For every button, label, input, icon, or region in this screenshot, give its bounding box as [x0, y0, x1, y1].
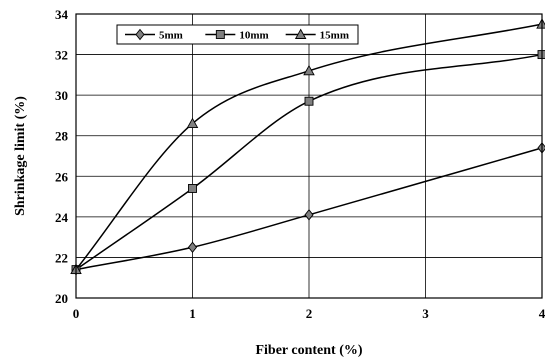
- y-tick-label: 32: [55, 48, 68, 63]
- y-axis-title: Shrinkage limit (%): [13, 96, 28, 216]
- data-point-15mm: [303, 64, 315, 76]
- legend-label-15mm: 15mm: [320, 30, 349, 42]
- x-axis-title: Fiber content (%): [255, 343, 362, 358]
- y-tick-label: 24: [55, 210, 69, 225]
- grid: [75, 13, 543, 299]
- legend-label-10mm: 10mm: [239, 30, 268, 42]
- legend-marker-10mm: [215, 30, 225, 39]
- y-tick-label: 22: [55, 250, 68, 265]
- plot-frame: [75, 13, 543, 299]
- series-15mm: [70, 18, 545, 275]
- legend-marker-5mm: [135, 28, 145, 41]
- x-tick-label: 3: [422, 306, 429, 321]
- y-tick-label: 28: [55, 129, 69, 144]
- y-tick-label: 26: [55, 169, 69, 184]
- x-tick-label: 1: [189, 306, 196, 321]
- y-tick-label: 20: [55, 291, 68, 306]
- series-5mm: [71, 142, 545, 276]
- data-point-15mm: [186, 117, 199, 128]
- y-tick-label: 30: [55, 88, 68, 103]
- series-group: [70, 18, 545, 276]
- data-point-15mm: [536, 18, 545, 29]
- legend-marker-15mm: [294, 28, 307, 39]
- data-point-10mm: [304, 96, 314, 106]
- data-point-5mm: [304, 209, 314, 221]
- legend-label-5mm: 5mm: [159, 30, 183, 42]
- x-tick-label: 2: [306, 306, 313, 321]
- x-tick-label: 4: [539, 306, 545, 321]
- y-tick-label: 34: [55, 7, 69, 22]
- data-point-10mm: [188, 184, 197, 193]
- series-line-15mm: [75, 23, 543, 271]
- series-line-10mm: [75, 53, 543, 271]
- legend-box: [116, 24, 359, 45]
- series-line-5mm: [75, 147, 543, 271]
- y-tick-labels: 20 22 24 26 28 30 32 34: [55, 7, 69, 306]
- x-tick-labels: 0 1 2 3 4: [73, 306, 545, 321]
- series-10mm: [71, 50, 545, 275]
- x-tick-label: 0: [73, 306, 80, 321]
- legend: 5mm 10mm 15mm: [116, 24, 359, 45]
- data-point-5mm: [187, 241, 198, 254]
